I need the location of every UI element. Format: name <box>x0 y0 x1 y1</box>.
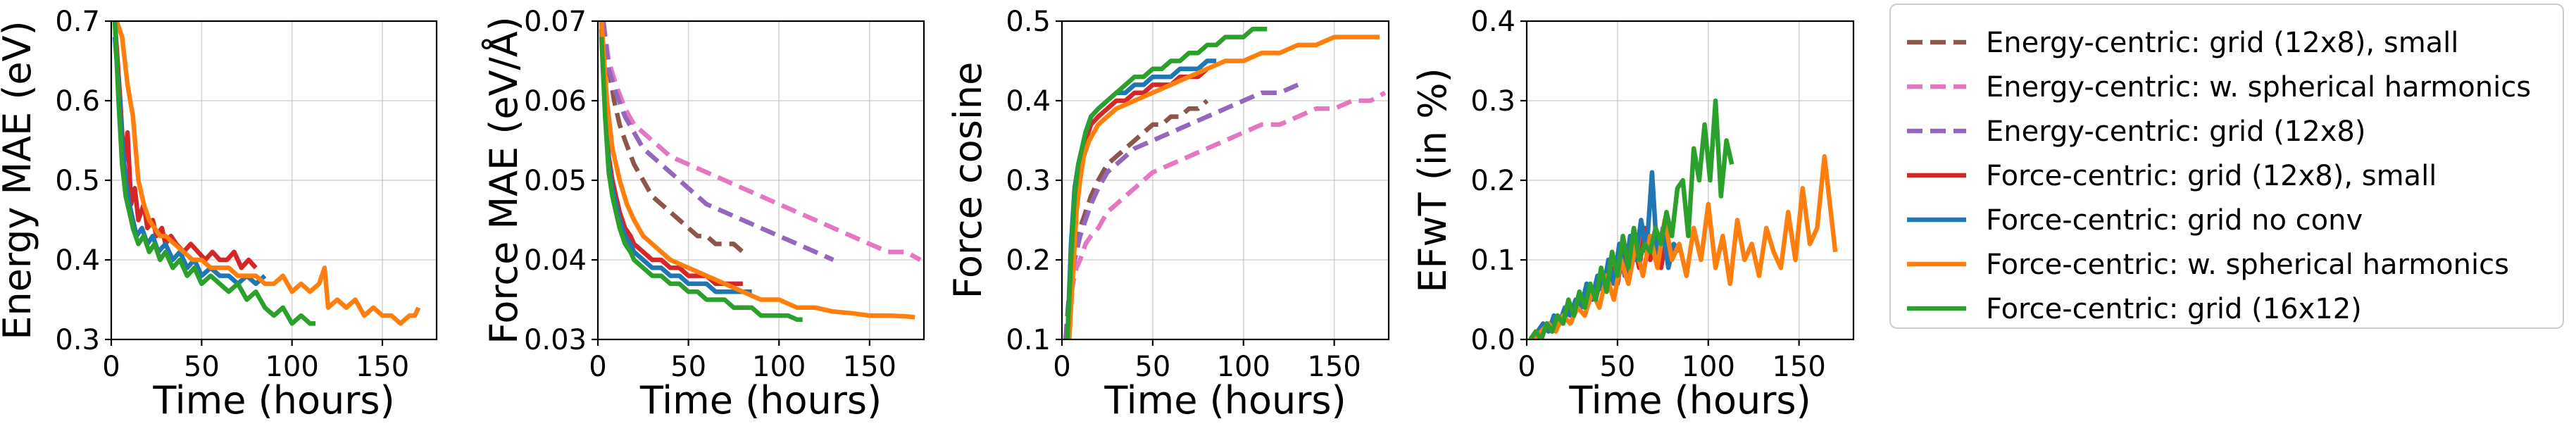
legend-entry: Force-centric: grid no conv <box>1907 204 2363 237</box>
y-tick-label: 0.5 <box>55 165 100 197</box>
axes-frame <box>1525 20 1855 341</box>
x-tick-label: 150 <box>843 351 896 383</box>
x-tick-label: 150 <box>356 351 409 383</box>
series-line-force-centric-grid-12x8-small <box>599 21 743 287</box>
y-tick-label: 0.0 <box>1470 324 1515 356</box>
legend-frame <box>1889 4 2564 329</box>
legend-label: Energy-centric: grid (12x8) <box>1986 115 2365 148</box>
series-line-force-centric-w-spherical-harmonics <box>599 21 915 320</box>
x-tick-label: 50 <box>184 351 220 383</box>
x-axis-label: Time (hours) <box>1568 378 1811 423</box>
y-axis-label: EFwT (in %) <box>1411 68 1455 292</box>
y-tick-label: 0.5 <box>1006 6 1051 38</box>
series-line-force-centric-grid-16x12 <box>599 37 803 323</box>
legend-label: Force-centric: grid no conv <box>1986 204 2363 237</box>
y-axis-label: Force MAE (eV/Å) <box>481 16 526 344</box>
x-tick-label: 100 <box>265 351 318 383</box>
x-tick-label: 0 <box>1518 351 1535 383</box>
legend-label: Force-centric: w. spherical harmonics <box>1986 249 2509 281</box>
y-tick-label: 0.04 <box>524 244 587 277</box>
series-line-force-centric-w-spherical-harmonics <box>1532 154 1838 339</box>
y-tick-label: 0.05 <box>524 165 587 197</box>
x-tick-label: 100 <box>1217 351 1270 383</box>
y-tick-label: 0.4 <box>55 244 100 277</box>
x-tick-label: 0 <box>589 351 606 383</box>
series-line-energy-centric-grid-12x8 <box>1063 82 1299 339</box>
x-tick-label: 150 <box>1772 351 1825 383</box>
legend-label: Force-centric: grid (12x8), small <box>1986 160 2437 192</box>
x-tick-label: 0 <box>102 351 120 383</box>
y-tick-label: 0.3 <box>55 324 100 356</box>
series-line-energy-centric-w-spherical-harmonics <box>601 21 922 262</box>
axes-frame <box>596 20 925 341</box>
y-tick-label: 0.4 <box>1470 6 1515 38</box>
y-tick-label: 0.1 <box>1470 244 1515 277</box>
y-tick-label: 0.6 <box>55 85 100 118</box>
legend-label: Force-centric: grid (16x12) <box>1986 293 2362 325</box>
series-line-force-centric-grid-16x12 <box>1528 98 1734 339</box>
legend-entry: Energy-centric: w. spherical harmonics <box>1907 71 2531 104</box>
legend-entry: Force-centric: grid (12x8), small <box>1907 160 2437 192</box>
x-axis-label: Time (hours) <box>152 378 394 423</box>
y-tick-label: 0.07 <box>524 6 587 38</box>
x-axis-label: Time (hours) <box>639 378 882 423</box>
axes-frame <box>1061 20 1390 341</box>
series-line-energy-centric-grid-12x8 <box>601 21 834 262</box>
series-line-force-centric-grid-16x12 <box>112 21 315 326</box>
x-tick-label: 100 <box>1682 351 1735 383</box>
legend-label: Energy-centric: grid (12x8), small <box>1986 27 2458 59</box>
series-group <box>112 21 421 326</box>
legend-entry: Force-centric: w. spherical harmonics <box>1907 249 2509 281</box>
series-line-force-centric-grid-16x12 <box>1065 27 1268 339</box>
y-tick-label: 0.06 <box>524 85 587 118</box>
x-tick-label: 150 <box>1307 351 1361 383</box>
y-tick-label: 0.3 <box>1470 85 1515 118</box>
legend-label: Energy-centric: w. spherical harmonics <box>1986 71 2531 104</box>
y-tick-label: 0.2 <box>1470 165 1515 197</box>
y-tick-label: 0.7 <box>55 6 100 38</box>
x-axis-label: Time (hours) <box>1103 378 1346 423</box>
series-group <box>599 21 922 323</box>
legend-entry: Energy-centric: grid (12x8), small <box>1907 27 2458 59</box>
series-group <box>1063 27 1387 339</box>
x-tick-label: 0 <box>1053 351 1070 383</box>
y-axis-label: Force cosine <box>946 62 990 299</box>
x-tick-label: 50 <box>1599 351 1635 383</box>
series-group <box>1528 98 1838 339</box>
legend-entry: Force-centric: grid (16x12) <box>1907 293 2362 325</box>
y-tick-label: 0.1 <box>1006 324 1051 356</box>
y-tick-label: 0.03 <box>524 324 587 356</box>
y-tick-label: 0.4 <box>1006 85 1051 118</box>
series-line-energy-centric-grid-12x8-small <box>601 21 744 254</box>
legend: Energy-centric: grid (12x8), small Energy… <box>1889 4 2564 329</box>
series-line-force-centric-w-spherical-harmonics <box>114 21 421 326</box>
x-tick-label: 50 <box>1134 351 1170 383</box>
y-axis-label: Energy MAE (eV) <box>0 20 39 339</box>
y-tick-label: 0.2 <box>1006 244 1051 277</box>
series-line-energy-centric-w-spherical-harmonics <box>1063 90 1387 339</box>
axes-frame <box>110 20 438 341</box>
series-line-force-centric-w-spherical-harmonics <box>1067 35 1380 339</box>
legend-entry: Energy-centric: grid (12x8) <box>1907 115 2365 148</box>
y-tick-label: 0.3 <box>1006 165 1051 197</box>
x-tick-label: 50 <box>670 351 706 383</box>
x-tick-label: 100 <box>752 351 806 383</box>
